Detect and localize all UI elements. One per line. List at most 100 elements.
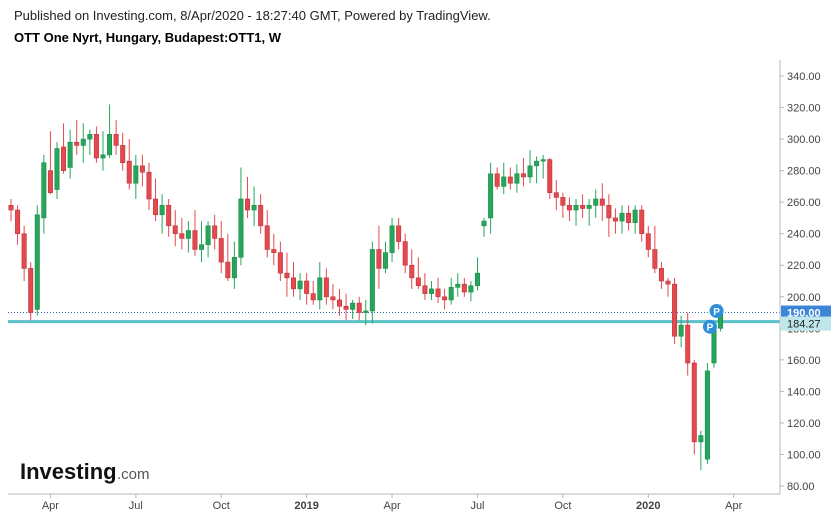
candle	[606, 194, 612, 237]
candle	[245, 176, 251, 218]
candle	[284, 252, 290, 297]
candle-body	[586, 205, 592, 209]
candle	[612, 208, 618, 234]
candle-body	[704, 370, 710, 460]
candle-body	[317, 277, 323, 301]
x-tick-label: Oct	[213, 500, 230, 512]
candle	[310, 281, 316, 305]
candle	[442, 288, 448, 310]
candle-body	[514, 173, 520, 184]
candle	[461, 277, 467, 297]
candle-body	[185, 230, 191, 239]
candle-body	[599, 198, 605, 206]
candle	[553, 180, 559, 211]
candle-body	[80, 138, 86, 146]
candle	[323, 268, 329, 305]
candle	[133, 154, 139, 199]
candle	[639, 205, 645, 242]
candle	[336, 288, 342, 316]
candle-body	[258, 205, 264, 227]
y-tick-label: 340.00	[787, 71, 821, 83]
candle-body	[87, 134, 93, 140]
candle-body	[488, 173, 494, 219]
candle	[271, 233, 277, 266]
candle	[520, 158, 526, 187]
candle-body	[402, 241, 408, 266]
candle-body	[678, 324, 684, 337]
candle	[350, 299, 356, 319]
candle	[297, 273, 303, 300]
candle	[8, 199, 14, 222]
candle	[126, 139, 132, 190]
candle	[507, 167, 513, 190]
event-badge-label: P	[707, 323, 714, 334]
candle	[540, 154, 546, 179]
candle	[560, 192, 566, 218]
candle	[415, 257, 421, 289]
candle-body	[199, 244, 205, 250]
candle	[107, 104, 113, 158]
candle	[514, 164, 520, 193]
candle-body	[422, 285, 428, 294]
candle	[28, 262, 34, 321]
candle	[231, 241, 237, 289]
candle	[34, 205, 40, 316]
candle-body	[448, 287, 454, 301]
candle	[363, 299, 369, 326]
candle-body	[166, 205, 172, 227]
candle-body	[382, 252, 388, 269]
candle-body	[113, 134, 119, 146]
event-badge-icon	[702, 319, 717, 334]
candle	[619, 205, 625, 234]
candle-body	[179, 233, 185, 239]
candle	[652, 225, 658, 274]
candle	[225, 233, 231, 281]
candle	[547, 158, 553, 199]
candle	[139, 154, 145, 187]
candle	[264, 210, 270, 258]
candle-body	[231, 257, 237, 279]
candle	[704, 363, 710, 464]
y-tick-label: 220.00	[787, 260, 821, 272]
candle	[455, 273, 461, 297]
x-tick-label: Apr	[725, 500, 742, 512]
candle-body	[566, 205, 572, 211]
candle	[113, 120, 119, 155]
x-tick-label: Apr	[383, 500, 400, 512]
candle-body	[34, 214, 40, 310]
candle	[626, 205, 632, 231]
candle-body	[93, 134, 99, 159]
candle	[153, 178, 159, 222]
candle-body	[238, 198, 244, 258]
candle	[54, 142, 60, 199]
candle	[632, 205, 638, 234]
candle	[212, 214, 218, 250]
candle	[474, 257, 480, 291]
candle-body	[494, 173, 500, 187]
support-line-layer	[8, 312, 780, 324]
candle-body	[685, 324, 691, 364]
candle-body	[15, 209, 21, 234]
candle-body	[192, 230, 198, 250]
candle-body	[665, 280, 671, 285]
candle-body	[652, 249, 658, 269]
candle	[396, 217, 402, 250]
candle-body	[534, 160, 540, 167]
candle-body	[100, 154, 106, 159]
candle	[494, 167, 500, 190]
candle-body	[580, 205, 586, 209]
candle	[672, 277, 678, 345]
candle	[317, 262, 323, 310]
y-tick-label: 260.00	[787, 197, 821, 209]
candle	[93, 126, 99, 163]
candle-body	[67, 141, 73, 168]
candle-body	[330, 296, 336, 301]
y-tick-label: 100.00	[787, 449, 821, 461]
last-price-label: 190.00	[787, 308, 821, 320]
candle-body	[573, 205, 579, 211]
candle	[435, 277, 441, 304]
candle-body	[455, 283, 461, 288]
candle-body	[632, 209, 638, 223]
